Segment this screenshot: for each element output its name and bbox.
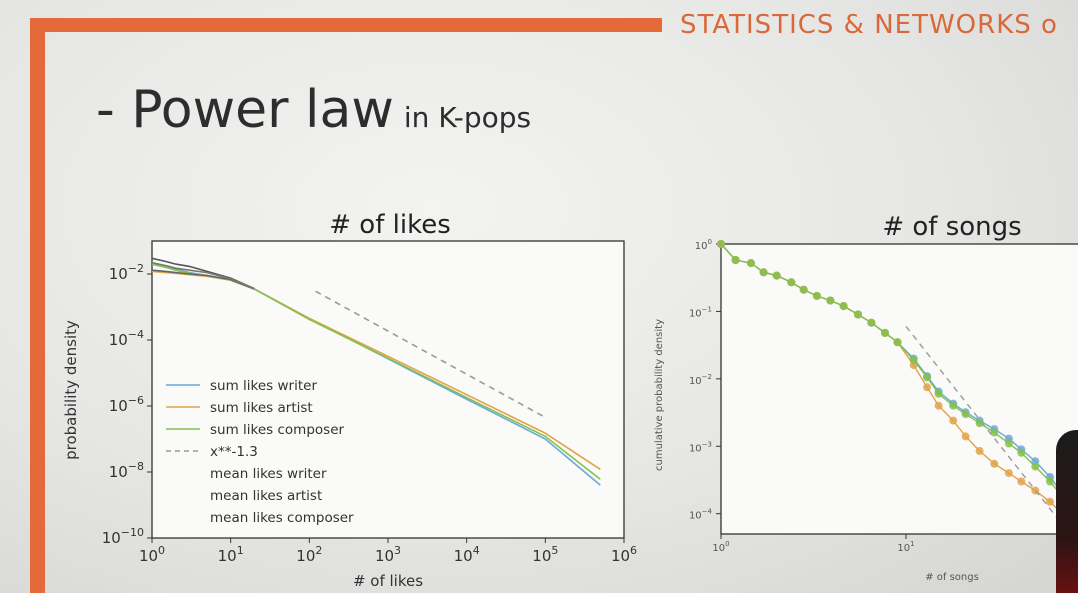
y-tick-label: 10−10 xyxy=(102,526,144,547)
x-tick-label: 100 xyxy=(139,544,165,565)
x-tick-label: 100 xyxy=(712,540,729,554)
x-tick-label: 101 xyxy=(897,540,914,554)
data-point xyxy=(990,428,999,437)
data-point xyxy=(867,318,876,327)
x-tick-label: 102 xyxy=(296,544,322,565)
slide-header: STATISTICS & NETWORKS o xyxy=(680,10,1058,40)
accent-bar-left xyxy=(30,18,45,593)
data-point xyxy=(949,416,958,425)
series-line xyxy=(905,325,1078,546)
data-point xyxy=(893,338,902,347)
slide-title-main: - Power law xyxy=(96,80,394,140)
y-tick-label: 10−8 xyxy=(109,460,144,481)
slide-title-sub: in K-pops xyxy=(403,101,532,134)
data-point xyxy=(854,310,862,319)
data-point xyxy=(949,401,958,410)
x-tick-label: 103 xyxy=(375,544,401,565)
data-point xyxy=(812,291,821,300)
presenter-silhouette xyxy=(1056,430,1078,593)
legend-label: sum likes artist xyxy=(210,400,313,416)
data-point xyxy=(961,432,970,441)
data-point xyxy=(731,256,740,264)
data-point xyxy=(1046,497,1054,506)
legend-label: x**-1.3 xyxy=(210,444,258,460)
data-point xyxy=(1017,477,1026,486)
legend-label: mean likes composer xyxy=(210,510,354,526)
x-tick-label: 104 xyxy=(454,544,480,565)
series-group xyxy=(151,257,601,486)
y-tick-label: 10−4 xyxy=(689,508,713,522)
legend: sum likes writer sum likes artist sum like… xyxy=(166,378,354,526)
data-point xyxy=(1017,448,1026,457)
series-group xyxy=(717,240,1078,546)
data-point xyxy=(923,383,932,392)
data-point xyxy=(1046,477,1054,486)
plot-frame xyxy=(151,240,625,539)
chart-title: # of songs xyxy=(882,212,1021,242)
series-line xyxy=(720,243,1078,510)
y-tick-label: 100 xyxy=(695,238,712,252)
data-point xyxy=(909,356,918,365)
x-tick-label: 106 xyxy=(611,544,637,565)
data-point xyxy=(717,240,725,248)
slide-title: - Power law in K-pops xyxy=(96,80,531,140)
x-axis-label: # of likes xyxy=(353,572,423,590)
y-tick-label: 10−2 xyxy=(689,373,712,387)
x-tick-label: 105 xyxy=(532,544,558,565)
x-axis-label: # of songs xyxy=(925,572,979,583)
y-tick-label: 10−2 xyxy=(109,262,144,283)
accent-bar-top xyxy=(30,18,662,32)
data-point xyxy=(881,328,889,337)
legend-label: sum likes composer xyxy=(210,422,345,438)
data-point xyxy=(990,459,999,468)
data-point xyxy=(1004,439,1013,448)
plot-frame xyxy=(720,243,1078,535)
y-tick-label: 10−1 xyxy=(689,305,712,319)
data-point xyxy=(961,410,970,419)
data-point xyxy=(746,259,755,268)
data-point xyxy=(1031,462,1040,471)
data-point xyxy=(934,401,943,410)
legend-label: mean likes artist xyxy=(210,488,322,504)
data-point xyxy=(839,302,848,311)
data-point xyxy=(826,296,835,305)
y-tick-label: 10−3 xyxy=(689,440,712,454)
data-point xyxy=(759,268,768,277)
y-axis-label: probability density xyxy=(62,320,80,460)
y-axis-label: cumulative probability density xyxy=(654,319,665,471)
y-tick-label: 10−4 xyxy=(109,328,144,349)
data-point xyxy=(799,285,808,294)
x-tick-label: 101 xyxy=(218,544,244,565)
data-point xyxy=(934,389,943,398)
data-point xyxy=(772,271,781,280)
data-point xyxy=(975,447,984,455)
data-point xyxy=(1004,469,1013,478)
tick-group: 100 101 102 103 104 105 106 10−2 10−4 10−6 10−8 10−… xyxy=(102,262,637,565)
data-point xyxy=(787,278,796,287)
data-point xyxy=(923,373,932,382)
y-tick-label: 10−6 xyxy=(109,394,144,415)
chart-title: # of likes xyxy=(329,210,451,240)
legend-label: mean likes writer xyxy=(210,466,327,482)
legend-label: sum likes writer xyxy=(210,378,317,394)
series-line xyxy=(151,261,255,290)
